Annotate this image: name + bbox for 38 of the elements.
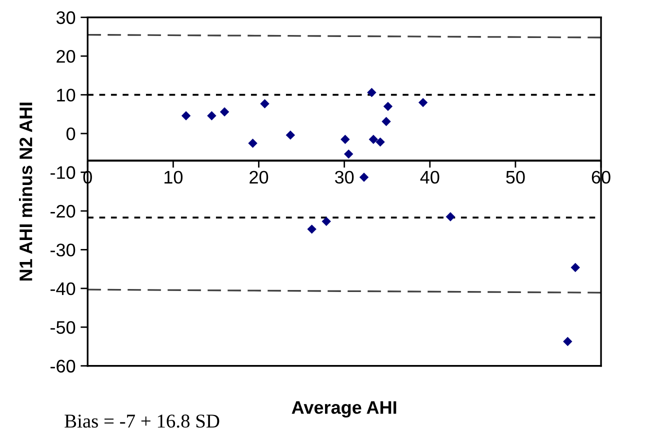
x-axis-title: Average AHI	[292, 401, 396, 418]
point	[340, 134, 350, 144]
y-tick-label: -40	[50, 282, 76, 296]
point	[367, 88, 376, 98]
y-tick-label: 0	[66, 127, 76, 140]
y-tick-label: 20	[56, 50, 76, 63]
text: Bias = -7 + 16.8 SD	[64, 414, 220, 428]
y-axis-title: N1 AHI minus N2 AHI	[19, 102, 32, 281]
x-tick-label: 40	[420, 170, 440, 184]
point	[383, 102, 393, 112]
point	[368, 134, 378, 144]
point	[248, 138, 258, 148]
y-tick-label: -30	[50, 244, 76, 256]
point	[418, 98, 428, 108]
y-tick-label: -50	[50, 321, 76, 334]
y-tick-label: 10	[57, 88, 76, 102]
y-tick-label: -20	[50, 204, 76, 218]
y-tick-label: -60	[50, 360, 76, 373]
x-tick-label: 50	[506, 170, 525, 184]
point	[570, 262, 580, 272]
y-tick-label: -10	[50, 166, 76, 179]
point	[322, 216, 331, 226]
point	[286, 130, 296, 140]
point	[359, 172, 369, 182]
y-tick-label: 30	[56, 11, 76, 24]
point	[260, 99, 270, 108]
x-tick-label: 20	[250, 170, 268, 184]
point	[446, 212, 456, 222]
point	[220, 107, 230, 116]
point	[563, 336, 572, 346]
point	[207, 111, 216, 120]
point	[344, 149, 354, 159]
x-tick-label: 30	[334, 170, 354, 184]
x-tick-label: 10	[164, 170, 183, 184]
point	[181, 111, 191, 120]
point	[307, 224, 316, 234]
point	[376, 137, 385, 147]
point	[382, 116, 391, 126]
